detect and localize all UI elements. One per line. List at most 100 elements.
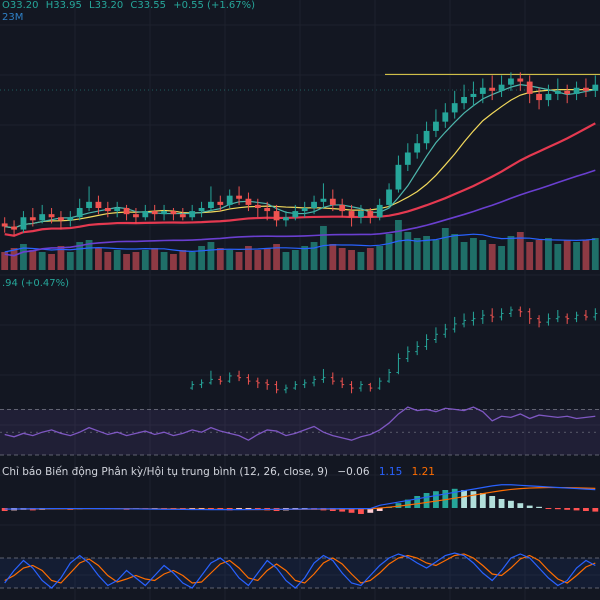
volume-bar [254, 250, 262, 270]
rsi-pane [0, 406, 600, 456]
macd-histogram-bar [479, 493, 486, 508]
candle-body [86, 201, 92, 208]
candle-body [592, 84, 599, 91]
candle-body [498, 84, 505, 91]
ohlc-low: L33.20 [89, 0, 124, 11]
volume-bar [357, 252, 365, 270]
macd-histogram-bar [517, 503, 524, 508]
macd-histogram-bar [592, 508, 599, 512]
candle-body [451, 103, 458, 113]
macd-title: Chỉ báo Biến động Phân kỳ/Hội tụ trung b… [2, 466, 328, 478]
volume-bar [151, 248, 159, 270]
candle-body [311, 201, 317, 208]
volume-bar [488, 244, 496, 270]
volume-ma-line [4, 233, 596, 253]
volume-bar [395, 220, 402, 270]
macd-histogram-bar [470, 491, 477, 508]
candle-body [358, 211, 364, 218]
volume-bar [263, 248, 271, 270]
candle-body [48, 214, 55, 218]
volume-bar [376, 246, 384, 270]
candle-body [461, 97, 467, 104]
candle-body [236, 195, 242, 199]
macd-histogram-bar [508, 500, 514, 508]
candle-body [198, 208, 205, 212]
macd-histogram-bar [526, 505, 533, 508]
volume-bar [141, 250, 149, 270]
volume-bar [216, 248, 224, 270]
candle-body [292, 211, 299, 218]
candle-body [76, 208, 83, 218]
macd-signal-value: 1.21 [411, 466, 435, 478]
candle-body [20, 217, 27, 230]
macd-histogram-bar [498, 499, 505, 508]
macd-histogram-bar [583, 508, 589, 511]
candle-body [226, 195, 233, 205]
candle-body [329, 198, 336, 205]
candle-body [39, 214, 46, 221]
macd-legend: Chỉ báo Biến động Phân kỳ/Hội tụ trung b… [2, 466, 435, 478]
volume-bar [582, 240, 590, 270]
volume-bar [10, 248, 18, 270]
candle-body [320, 198, 327, 202]
candle-body [264, 208, 271, 212]
volume-bar [460, 242, 468, 270]
macd-histogram-bar [198, 508, 205, 509]
candle-body [123, 208, 130, 215]
volume-bar [329, 244, 337, 270]
volume-bar [29, 250, 37, 270]
candle-body [470, 93, 477, 97]
macd-histogram-bar [367, 508, 374, 513]
ma-long-line [4, 169, 596, 257]
ohlc-change: +0.55 (+1.67%) [173, 0, 256, 11]
volume-bar [516, 232, 524, 270]
candle-body [1, 223, 8, 227]
ohlc-open: O33.20 [2, 0, 39, 11]
macd-histogram-bar [442, 490, 449, 508]
volume-bar [113, 250, 121, 270]
volume-bar [282, 252, 290, 270]
candle-body [526, 81, 533, 94]
volume-bar [170, 254, 177, 270]
volume-bar [348, 250, 355, 270]
macd-histogram-bar [414, 496, 421, 508]
candle-body [489, 87, 496, 91]
macd-histogram-bar [433, 491, 439, 508]
volume-bar [432, 240, 440, 270]
macd-hist-value: −0.06 [337, 466, 370, 478]
stoch-k-line [4, 552, 596, 589]
ma-fast-line [4, 84, 596, 229]
volume-bar [198, 246, 205, 270]
volume-bar [366, 248, 374, 270]
macd-pane [1, 484, 599, 514]
volume-bar [591, 238, 599, 270]
volume-bar [291, 250, 299, 270]
candle-body [208, 201, 214, 208]
macd-histogram-bar [404, 499, 411, 508]
compare-pane [190, 306, 598, 394]
macd-histogram-bar [245, 508, 252, 510]
volume-bar [563, 240, 571, 270]
volume-bar [507, 236, 515, 270]
volume-bar [85, 240, 93, 270]
volume-bar [226, 250, 234, 270]
candle-body [29, 217, 36, 221]
candle-body [11, 226, 17, 230]
macd-histogram-bar [545, 508, 552, 509]
candle-body [95, 201, 102, 208]
volume-bar [1, 252, 9, 270]
volume-bar [301, 246, 309, 270]
candle-body [301, 208, 308, 212]
volume-bar [338, 248, 346, 270]
volume-bar [470, 238, 477, 270]
volume-bar [526, 242, 534, 270]
stoch-pane [0, 552, 600, 589]
volume-bar [76, 242, 84, 270]
volume-bar [498, 246, 505, 270]
candle-body [170, 211, 177, 215]
candle-body [254, 204, 261, 208]
macd-line-value: 1.15 [378, 466, 403, 478]
volume-legend: 23M [2, 12, 24, 23]
volume-bar [188, 252, 196, 270]
